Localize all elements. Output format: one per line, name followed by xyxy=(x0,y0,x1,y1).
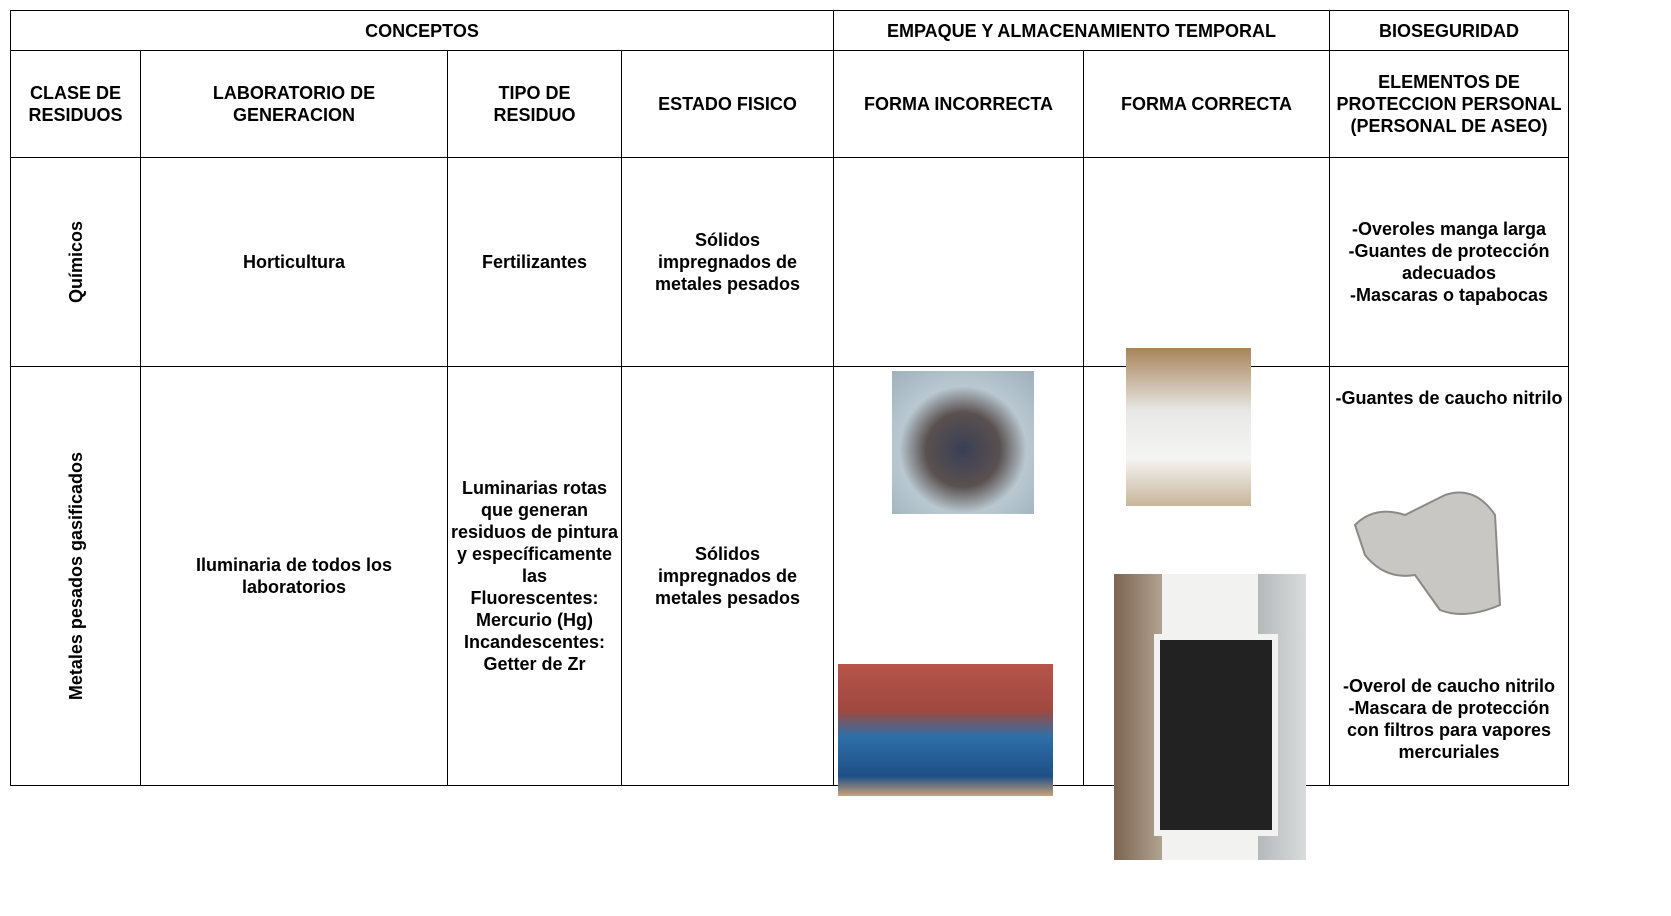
photo-incorrect-bin xyxy=(892,371,1034,514)
photo-incorrect-basin xyxy=(838,664,1053,796)
cell-text: Sólidos impregnados de metales pesados xyxy=(654,544,801,608)
class-cell: Metales pesados gasificados xyxy=(10,366,141,786)
cell-text: Sólidos impregnados de metales pesados xyxy=(654,230,801,294)
cell-text: Iluminaria de todos los laboratorios xyxy=(195,555,393,597)
cell-text: -Guantes de caucho nitrilo xyxy=(1335,388,1563,408)
text-group: -Overol de caucho nitrilo -Mascara de pr… xyxy=(1332,675,1566,763)
box-panel xyxy=(1154,634,1278,836)
column-text: CLASE DE RESIDUOS xyxy=(28,83,123,125)
column-header: TIPO DE RESIDUO xyxy=(447,50,622,158)
cell: -Overoles manga larga -Guantes de protec… xyxy=(1329,157,1569,367)
cell-text: -Overol de caucho nitrilo xyxy=(1342,676,1556,696)
cell-text: -Mascaras o tapabocas xyxy=(1349,285,1549,305)
column-header: ELEMENTOS DE PROTECCION PERSONAL (PERSON… xyxy=(1329,50,1569,158)
column-header: ESTADO FISICO xyxy=(621,50,834,158)
cell: Luminarias rotas que generan residuos de… xyxy=(447,366,622,786)
header-text: EMPAQUE Y ALMACENAMIENTO TEMPORAL xyxy=(886,20,1277,41)
header-cell: EMPAQUE Y ALMACENAMIENTO TEMPORAL xyxy=(833,10,1330,51)
cell xyxy=(833,157,1084,367)
cell: Sólidos impregnados de metales pesados xyxy=(621,157,834,367)
cell-text: -Mascara de protección con filtros para … xyxy=(1346,698,1552,762)
cell-text: -Overoles manga larga xyxy=(1351,219,1547,239)
column-text: ESTADO FISICO xyxy=(658,94,797,114)
glove-shape xyxy=(1353,491,1502,615)
header-text: CONCEPTOS xyxy=(365,20,479,41)
column-header: FORMA INCORRECTA xyxy=(833,50,1084,158)
cell: Sólidos impregnados de metales pesados xyxy=(621,366,834,786)
header-cell: CONCEPTOS xyxy=(10,10,834,51)
column-text: FORMA CORRECTA xyxy=(1121,94,1292,114)
photo-correct-containers xyxy=(1126,348,1251,506)
cell: -Guantes de caucho nitrilo -Overol de ca… xyxy=(1329,366,1569,786)
cell-text: -Guantes de protección adecuados xyxy=(1348,241,1550,283)
cell-text: Horticultura xyxy=(242,252,345,272)
cell-text: Luminarias rotas que generan residuos de… xyxy=(450,478,619,586)
column-text: FORMA INCORRECTA xyxy=(864,94,1053,114)
class-text: Metales pesados gasificados xyxy=(65,451,86,701)
text-group: -Guantes de caucho nitrilo xyxy=(1335,387,1562,409)
column-text: ELEMENTOS DE PROTECCION PERSONAL (PERSON… xyxy=(1336,72,1562,136)
photo-correct-box xyxy=(1114,574,1306,860)
column-header: LABORATORIO DE GENERACION xyxy=(140,50,448,158)
column-header: FORMA CORRECTA xyxy=(1083,50,1330,158)
cell: Fertilizantes xyxy=(447,157,622,367)
cell: Horticultura xyxy=(140,157,448,367)
column-header: CLASE DE RESIDUOS xyxy=(10,50,141,158)
column-text: TIPO DE RESIDUO xyxy=(493,83,576,125)
class-text: Químicos xyxy=(65,220,86,304)
cell-text: Fertilizantes xyxy=(481,252,588,272)
cell xyxy=(1083,157,1330,367)
column-text: LABORATORIO DE GENERACION xyxy=(212,83,376,125)
cell: Iluminaria de todos los laboratorios xyxy=(140,366,448,786)
class-cell: Químicos xyxy=(10,157,141,367)
header-cell: BIOSEGURIDAD xyxy=(1329,10,1569,51)
cell-text: Fluorescentes: Mercurio (Hg) xyxy=(470,588,599,630)
cell-text: Incandescentes: Getter de Zr xyxy=(463,632,606,674)
header-text: BIOSEGURIDAD xyxy=(1378,20,1519,41)
photo-gloves xyxy=(1353,491,1502,615)
